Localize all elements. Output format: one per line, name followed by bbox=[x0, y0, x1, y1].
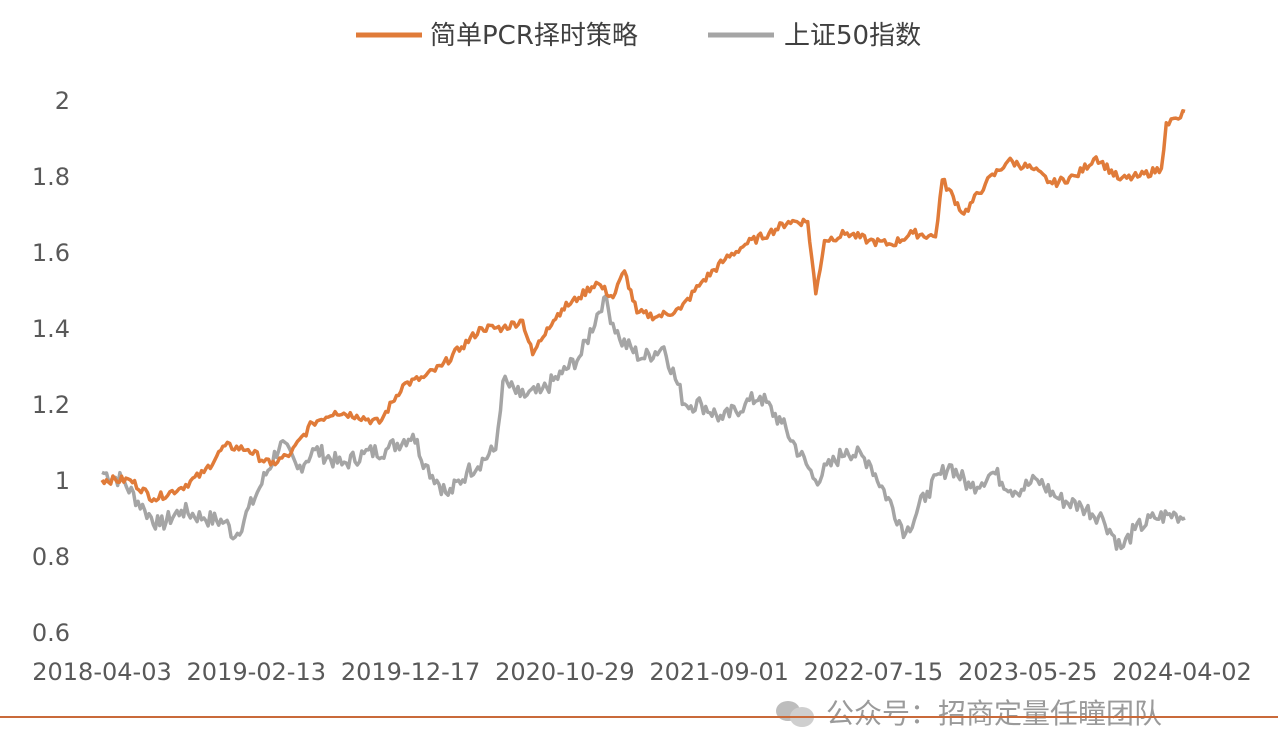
x-tick-label: 2018-04-03 bbox=[32, 658, 171, 686]
legend-label-strategy: 简单PCR择时策略 bbox=[430, 21, 638, 51]
bottom-rule bbox=[0, 716, 1278, 718]
plot-area bbox=[100, 109, 1186, 551]
series-line-index bbox=[101, 293, 1186, 551]
x-tick-label: 2024-04-02 bbox=[1112, 658, 1251, 686]
series-line-strategy bbox=[100, 109, 1186, 504]
x-tick-label: 2023-05-25 bbox=[958, 658, 1097, 686]
y-axis: 2 1.8 1.6 1.4 1.2 1 0.8 0.6 bbox=[32, 87, 70, 647]
legend: 简单PCR择时策略 上证50指数 bbox=[356, 21, 921, 51]
watermark-text: 公众号：招商定量任瞳团队 bbox=[826, 697, 1163, 730]
watermark: 公众号：招商定量任瞳团队 bbox=[776, 692, 1162, 732]
y-tick-label: 0.6 bbox=[32, 619, 70, 647]
x-axis: 2018-04-03 2019-02-13 2019-12-17 2020-10-29… bbox=[32, 658, 1251, 686]
x-tick-label: 2022-07-15 bbox=[804, 658, 943, 686]
legend-label-index: 上证50指数 bbox=[784, 21, 921, 51]
y-tick-label: 0.8 bbox=[32, 543, 70, 571]
x-tick-label: 2021-09-01 bbox=[649, 658, 788, 686]
x-tick-label: 2020-10-29 bbox=[495, 658, 634, 686]
y-tick-label: 1.2 bbox=[32, 391, 70, 419]
y-tick-label: 1.6 bbox=[32, 239, 70, 267]
y-tick-label: 1.8 bbox=[32, 163, 70, 191]
x-tick-label: 2019-02-13 bbox=[187, 658, 326, 686]
y-tick-label: 1 bbox=[55, 467, 70, 495]
x-tick-label: 2019-12-17 bbox=[341, 658, 480, 686]
y-tick-label: 2 bbox=[55, 87, 70, 115]
y-tick-label: 1.4 bbox=[32, 315, 70, 343]
